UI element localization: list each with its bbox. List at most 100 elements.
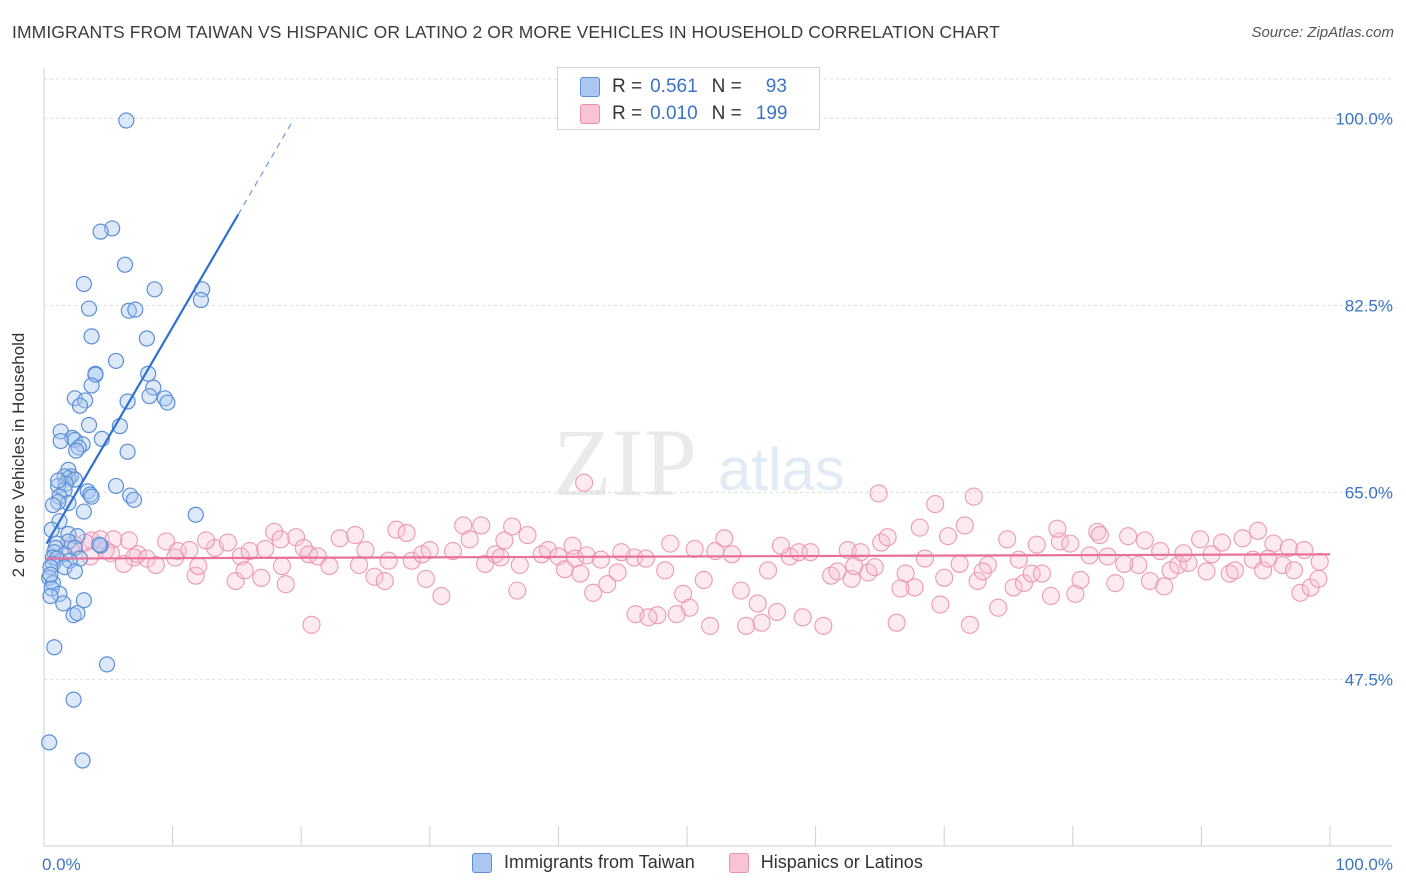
taiwan-point xyxy=(116,256,134,273)
taiwan-point xyxy=(55,595,72,612)
hispanics-point xyxy=(1090,526,1109,545)
hispanics-trend-line xyxy=(46,553,1331,560)
hispanics-point xyxy=(1309,569,1328,588)
hispanics-point xyxy=(935,568,954,587)
hispanics-point xyxy=(350,555,369,575)
taiwan-point xyxy=(159,394,176,411)
hispanics-point xyxy=(748,594,767,613)
hispanics-point xyxy=(998,530,1017,549)
hispanics-point xyxy=(387,520,406,539)
source-label: Source: ZipAtlas.com xyxy=(1251,24,1394,41)
hispanics-point xyxy=(584,583,603,602)
hispanics-point xyxy=(955,516,974,535)
hispanics-point xyxy=(636,549,655,568)
hispanics-point xyxy=(91,530,110,549)
legend-swatch-taiwan xyxy=(580,77,600,97)
legend-item-hispanics[interactable]: Hispanics or Latinos xyxy=(728,852,923,873)
taiwan-point xyxy=(41,734,58,751)
legend-r-value: 0.010 xyxy=(650,103,698,124)
hispanics-point xyxy=(752,613,771,632)
hispanics-point xyxy=(575,473,594,492)
hispanics-point xyxy=(1066,584,1085,603)
hispanics-point xyxy=(420,540,439,560)
hispanics-point xyxy=(460,530,479,549)
taiwan-point xyxy=(107,352,125,370)
taiwan-point xyxy=(65,691,82,708)
hispanics-point xyxy=(1071,570,1090,590)
hispanics-point xyxy=(240,542,259,561)
series-legend: Immigrants from Taiwan Hispanics or Lati… xyxy=(472,852,957,873)
hispanics-point xyxy=(1225,561,1244,580)
hispanics-point xyxy=(915,549,934,568)
hispanics-point xyxy=(1284,561,1304,580)
taiwan-point xyxy=(69,604,86,622)
hispanics-point xyxy=(231,547,250,566)
hispanics-point xyxy=(196,531,216,550)
taiwan-point xyxy=(66,471,83,488)
hispanics-point xyxy=(146,555,165,575)
taiwan-point xyxy=(80,300,98,317)
hispanics-point xyxy=(964,487,983,506)
hispanics-point xyxy=(432,586,451,606)
hispanics-point xyxy=(1041,586,1060,606)
hispanics-point xyxy=(685,539,704,559)
taiwan-point xyxy=(141,388,158,405)
legend-n-value: 93 xyxy=(765,76,787,97)
taiwan-point xyxy=(120,302,137,319)
legend-n-label: N = xyxy=(711,76,742,97)
taiwan-point xyxy=(138,330,155,347)
hispanics-point xyxy=(1098,547,1117,566)
legend-item-taiwan[interactable]: Immigrants from Taiwan xyxy=(472,852,695,873)
hispanics-point xyxy=(591,550,610,569)
hispanics-point xyxy=(845,557,864,576)
hispanics-point xyxy=(81,547,100,566)
hispanics-point xyxy=(667,605,686,624)
hispanics-point xyxy=(639,608,658,627)
legend-r-value: 0.561 xyxy=(650,76,698,97)
hispanics-point xyxy=(472,516,491,535)
y-tick-label: 47.5% xyxy=(1345,670,1393,689)
hispanics-point xyxy=(252,568,271,587)
taiwan-trend-line xyxy=(45,213,240,545)
legend-r-label: R = xyxy=(612,103,643,124)
hispanics-point xyxy=(771,536,790,555)
taiwan-point xyxy=(92,223,109,240)
hispanics-point xyxy=(910,518,929,537)
taiwan-point xyxy=(127,301,144,318)
hispanics-point xyxy=(1310,552,1329,571)
hispanics-point xyxy=(1259,549,1278,568)
hispanics-point xyxy=(1155,577,1174,596)
hispanics-point xyxy=(891,579,910,598)
legend-n-label: N = xyxy=(711,103,742,124)
hispanics-point xyxy=(989,598,1008,617)
taiwan-trend-extension xyxy=(237,119,295,215)
taiwan-point xyxy=(71,397,89,414)
hispanics-point xyxy=(302,615,321,634)
hispanics-point xyxy=(256,539,275,559)
hispanics-point xyxy=(793,608,812,627)
y-tick-label: 65.0% xyxy=(1345,483,1393,502)
hispanics-point xyxy=(939,527,958,546)
taiwan-point xyxy=(66,563,83,580)
hispanics-point xyxy=(320,557,339,576)
hispanics-point xyxy=(119,531,138,550)
hispanics-point xyxy=(114,554,133,573)
hispanics-point xyxy=(157,532,176,551)
hispanics-point xyxy=(379,551,398,570)
taiwan-point xyxy=(56,559,73,576)
taiwan-point xyxy=(107,477,125,495)
hispanics-point xyxy=(1048,519,1067,538)
hispanics-point xyxy=(960,615,979,634)
hispanics-point xyxy=(865,558,884,577)
hispanics-point xyxy=(276,575,295,594)
hispanics-point xyxy=(577,546,596,565)
legend-row-taiwan: R = 0.561 N = 93 xyxy=(580,75,787,99)
taiwan-point xyxy=(187,506,204,523)
watermark: ZIP atlas xyxy=(553,409,845,516)
hispanics-point xyxy=(814,616,833,635)
hispanics-point xyxy=(1014,574,1033,593)
legend-n-value: 199 xyxy=(755,103,788,124)
hispanics-point xyxy=(518,526,537,545)
hispanics-point xyxy=(701,616,720,635)
chart-title: IMMIGRANTS FROM TAIWAN VS HISPANIC OR LA… xyxy=(12,22,1000,42)
